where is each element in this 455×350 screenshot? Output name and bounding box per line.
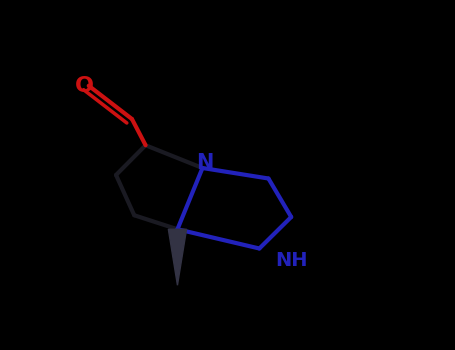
Text: NH: NH [275,251,308,270]
Polygon shape [168,229,187,285]
Text: N: N [196,153,213,173]
Text: O: O [75,76,94,96]
